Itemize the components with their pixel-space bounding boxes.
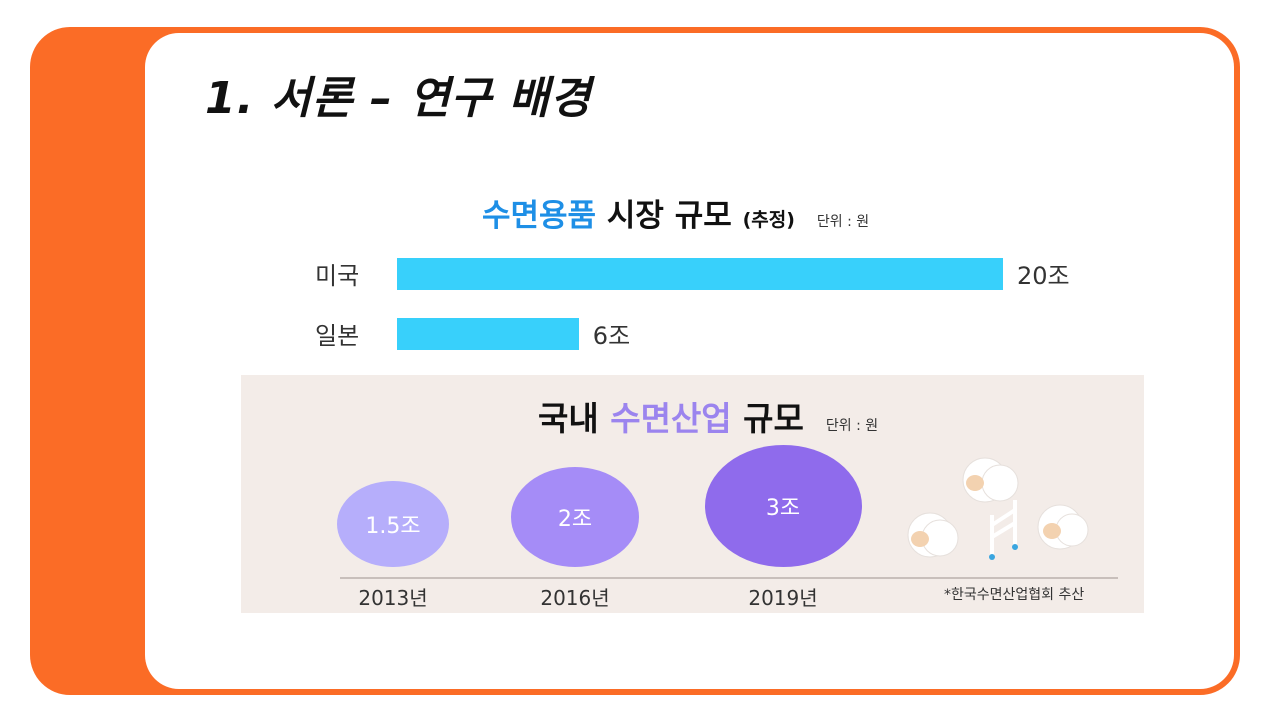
chart1-bar [397,258,1003,290]
chart1-title-rest: 시장 규모 [596,198,732,234]
chart2-source: *한국수면산업협회 추산 [944,587,1085,603]
chart2-title-rest: 규모 [731,399,804,438]
chart2-bubble: 3조 [704,445,862,567]
chart2-bubble: 2조 [510,467,640,567]
chart2-title-pre: 국내 [538,399,611,438]
chart2-axis-line [340,577,1118,579]
chart2-bubble: 1.5조 [337,480,449,567]
chart1-value-label: 20조 [1017,262,1070,290]
chart2-year-label: 2019년 [748,586,818,610]
chart2-title: 국내 수면산업 규모 단위 : 원 [538,392,878,440]
chart1-unit: 단위 : 원 [816,214,870,230]
chart2-year-label: 2013년 [358,586,428,610]
chart2-value-label: 2조 [557,507,593,533]
chart2-unit: 단위 : 원 [825,418,879,434]
chart1-category-label: 일본 [315,322,360,350]
chart1-value-label: 6조 [592,322,631,350]
chart2-title-highlight: 수면산업 [610,399,732,438]
chart1-title: 수면용품 시장 규모 (추정) 단위 : 원 [482,190,869,235]
sheep-illustration [907,457,1089,560]
chart2-value-label: 3조 [765,496,801,521]
chart2-year-label: 2016년 [540,586,610,610]
chart1-title-highlight: 수면용품 [482,198,597,234]
chart1-title-suffix: (추정) [742,209,795,231]
chart2-value-label: 1.5조 [365,513,421,539]
slide-title: 1. 서론 – 연구 배경 [205,73,592,124]
chart1-category-label: 미국 [315,262,360,290]
chart1-bar [397,318,579,350]
